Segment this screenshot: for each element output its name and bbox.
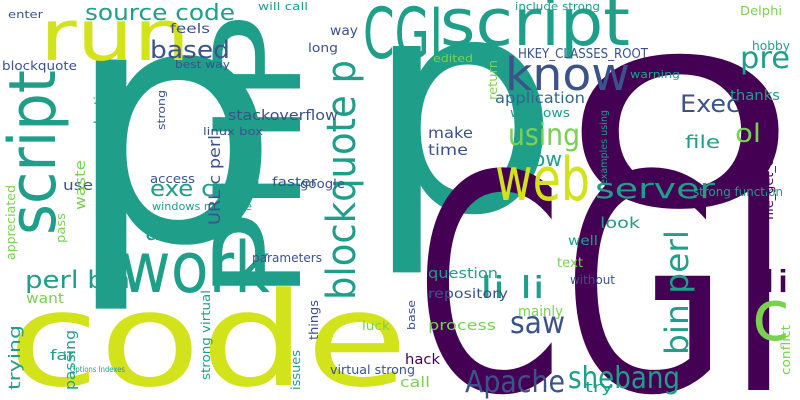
word: best way <box>175 58 231 71</box>
word: faster <box>272 175 317 189</box>
word: parameters <box>252 251 322 265</box>
word: PHP <box>190 15 329 300</box>
word: way <box>330 24 358 39</box>
word: now <box>520 147 562 171</box>
word: script <box>440 0 630 61</box>
word: try <box>585 380 613 396</box>
word: stackoverflow <box>228 108 338 124</box>
word: will call <box>258 0 308 13</box>
word: p <box>65 0 280 318</box>
word: know <box>505 48 630 101</box>
word: long <box>308 41 338 55</box>
word: source code <box>85 1 235 26</box>
word: use <box>63 178 93 194</box>
word: URL c perl <box>205 135 224 225</box>
word: windows <box>510 106 570 120</box>
word: CGI <box>415 112 790 400</box>
word: hack <box>405 352 441 368</box>
word: li li <box>480 271 545 306</box>
word: Exec <box>680 90 740 118</box>
word: strong virtual <box>199 290 213 380</box>
word: process <box>428 318 496 334</box>
word: script <box>0 70 71 235</box>
word: based <box>150 36 230 64</box>
word: make <box>428 124 473 142</box>
word: base <box>405 300 418 330</box>
word: trying <box>5 325 24 390</box>
word: blockquote <box>2 59 77 73</box>
word: edited <box>433 52 473 65</box>
word: passing <box>63 330 79 390</box>
word: added <box>145 218 225 246</box>
word: run <box>40 0 190 77</box>
word: access <box>150 172 195 186</box>
word: well <box>568 234 598 249</box>
word: virtual strong <box>330 363 415 377</box>
word: ol <box>735 119 761 149</box>
word: Options Indexes <box>70 365 125 374</box>
word: windows machine <box>152 200 252 213</box>
word: work <box>120 227 270 309</box>
word: p <box>365 0 560 281</box>
word: file_get_contents <box>762 110 776 220</box>
word: perl bin <box>25 266 130 294</box>
word: o <box>560 0 800 269</box>
word: shebang <box>568 361 680 396</box>
word: issues <box>289 350 303 390</box>
word: luck <box>362 319 390 333</box>
word: want <box>26 291 65 307</box>
word: pass <box>54 213 68 243</box>
word: conflict <box>779 325 793 375</box>
word: thanks <box>730 88 780 104</box>
word: appreciated <box>4 185 18 260</box>
word: question <box>428 266 498 282</box>
word: c <box>752 275 790 357</box>
word: hobby <box>752 39 790 53</box>
word: HKEY_CLASSES_ROOT <box>518 47 648 62</box>
word: enter <box>8 8 44 21</box>
word: saw <box>510 306 565 341</box>
word: linux box <box>203 125 264 138</box>
word: waste <box>73 160 89 210</box>
word: mainly <box>518 304 563 320</box>
word: repository <box>428 287 508 302</box>
word: application <box>495 89 585 107</box>
word: pre <box>740 41 790 76</box>
word: look <box>600 214 640 232</box>
word: google <box>300 177 345 191</box>
word: things <box>307 300 321 340</box>
word: file <box>685 132 720 153</box>
word: blockquote p <box>319 60 365 300</box>
word: without <box>570 273 615 287</box>
word: strong <box>155 90 168 130</box>
word: call <box>400 375 430 391</box>
word: li <box>762 265 790 300</box>
word: include strong <box>515 0 600 13</box>
word: time <box>428 141 468 159</box>
word: web <box>495 145 590 215</box>
word: feels <box>170 22 210 37</box>
word: Apache <box>465 365 565 400</box>
word: code <box>8 264 408 400</box>
word: CGI <box>363 0 443 75</box>
word: using <box>508 118 580 153</box>
word: text <box>557 256 583 271</box>
word: far <box>50 348 75 364</box>
word: server <box>595 172 716 205</box>
word: warning <box>630 68 680 81</box>
word: return <box>486 60 500 100</box>
word: Delphi <box>740 4 782 18</box>
word: strong function <box>693 185 783 199</box>
word: examples using <box>599 110 610 185</box>
word: bin perl <box>658 230 696 355</box>
word: production <box>92 80 106 150</box>
word: exe code <box>150 177 260 202</box>
